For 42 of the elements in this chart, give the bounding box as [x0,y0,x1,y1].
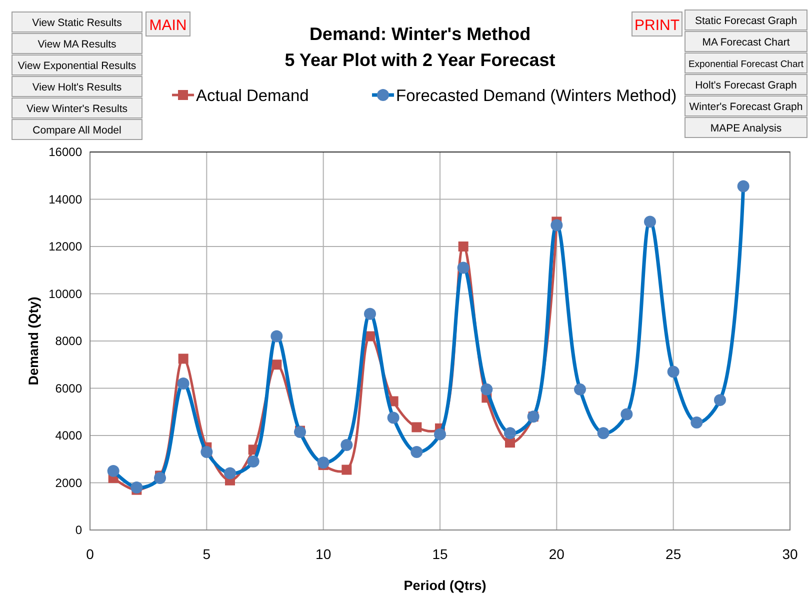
y-tick-label: 14000 [48,192,82,206]
point [178,354,188,364]
legend-label: Forecasted Demand (Winters Method) [396,87,677,105]
point [272,360,282,370]
text: MA Forecast Chart [702,36,790,48]
y-axis-title: Demand (Qty) [26,296,41,386]
x-tick-label: 20 [548,546,565,562]
point [342,464,352,475]
y-tick-label: 4000 [55,428,82,442]
y-tick-label: 16000 [48,145,82,159]
text: Static Forecast Graph [694,15,798,27]
text: MAPE Analysis [710,122,782,134]
text: View Exponential Results [18,60,136,72]
x-axis-title: Period (Qtrs) [404,578,486,593]
text: PRINT [634,17,680,34]
text: Exponential Forecast Chart [688,59,804,70]
point [412,422,422,432]
x-tick-label: 30 [782,546,798,562]
x-tick-label: 5 [202,546,211,562]
text: Holt's Forecast Graph [695,80,798,92]
text: View MA Results [38,38,116,50]
text: View Winter's Results [26,103,128,115]
text: MAIN [149,17,187,34]
y-tick-label: 8000 [55,334,82,348]
chart-subtitle: 5 Year Plot with 2 Year Forecast [284,50,556,70]
x-tick-label: 15 [432,546,448,562]
text: View Static Results [32,17,122,29]
legend-label: Actual Demand [196,87,309,105]
point [458,242,468,252]
y-tick-label: 12000 [48,240,82,254]
x-tick-label: 10 [316,546,332,562]
y-tick-label: 10000 [48,286,82,301]
y-tick-label: 0 [75,523,82,537]
y-tick-label: 2000 [55,476,82,490]
text: View Holt's Results [32,82,122,94]
y-tick-label: 6000 [55,381,82,396]
x-tick-label: 25 [666,546,682,562]
chart-title: Demand: Winter's Method [309,24,531,44]
x-tick-label: 0 [86,546,94,562]
text: Winter's Forecast Graph [689,101,803,113]
point [505,438,515,448]
text: Compare All Model [32,124,122,136]
